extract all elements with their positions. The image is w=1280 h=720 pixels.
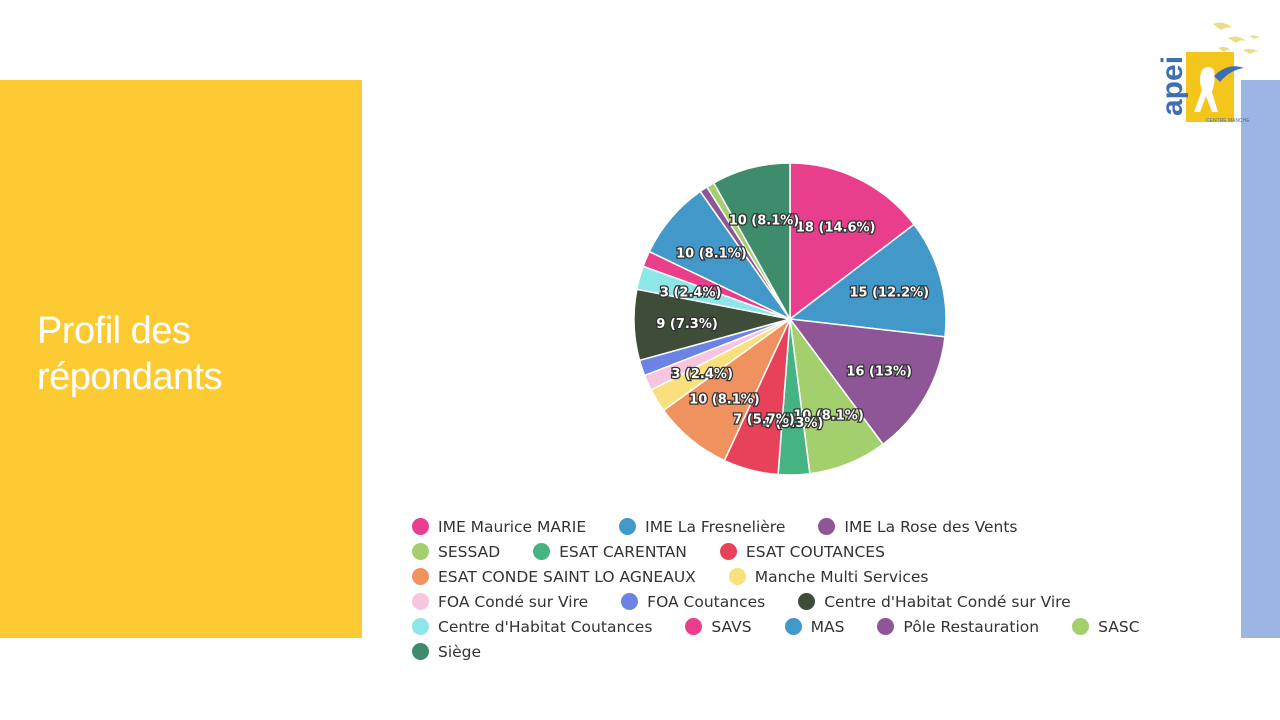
legend-item[interactable]: ESAT CONDE SAINT LO AGNEAUX <box>412 568 696 586</box>
pie-data-label-3: 10 (8.1%) <box>793 409 864 424</box>
legend-label: Manche Multi Services <box>754 567 929 586</box>
legend-label: ESAT CARENTAN <box>559 542 687 561</box>
legend-swatch-icon <box>728 568 746 585</box>
legend-label: ESAT COUTANCES <box>745 542 885 561</box>
slide-title-line-2: répondants <box>37 356 223 398</box>
legend-swatch-icon <box>412 568 429 585</box>
legend-label: Siège <box>438 642 482 661</box>
pie-slice-1 <box>788 223 947 338</box>
pie-data-label-8: 9 (7.3%) <box>656 317 718 332</box>
legend-swatch-icon <box>685 618 703 635</box>
legend-label: Pôle Restauration <box>903 617 1040 636</box>
legend-label: SESSAD <box>438 542 501 561</box>
pie-data-label-2: 16 (13%) <box>846 365 912 380</box>
legend-swatch-icon <box>818 518 836 535</box>
legend-row-1: SESSAD ESAT CARENTAN ESAT COUTANCES <box>412 539 1212 564</box>
legend-row-0: IME Maurice MARIE IME La Fresnelière IME L… <box>412 514 1212 539</box>
pie-data-label-5: 7 (5.7%) <box>733 413 795 428</box>
pie-data-label-7: 3 (2.4%) <box>671 367 733 382</box>
pie-slices <box>633 162 947 476</box>
legend-swatch-icon <box>412 593 429 610</box>
accent-bar <box>1241 80 1280 638</box>
legend-item[interactable]: IME La Rose des Vents <box>818 517 1018 536</box>
legend-swatch-icon <box>412 643 429 660</box>
logo-subtitle: CENTRE MANCHE <box>1206 118 1250 124</box>
apei-logo: apei CENTRE MANCHE <box>1158 22 1260 124</box>
logo-figure-icon <box>1194 67 1218 112</box>
legend-item[interactable]: FOA Coutances <box>621 593 765 611</box>
legend-item[interactable]: ESAT CARENTAN <box>533 543 687 561</box>
legend-label: SASC <box>1098 617 1140 636</box>
pie-data-label-10: 10 (8.1%) <box>676 246 747 261</box>
legend-item[interactable]: Manche Multi Services <box>728 567 929 586</box>
pie-data-label-0: 18 (14.6%) <box>796 221 876 236</box>
legend-item[interactable]: IME La Fresnelière <box>619 518 785 536</box>
slide-title-line-1: Profil des <box>37 310 191 352</box>
legend-swatch-icon <box>784 618 802 635</box>
legend-item[interactable]: SESSAD <box>412 543 500 561</box>
legend-swatch-icon <box>412 518 429 535</box>
legend-label: IME La Rose des Vents <box>844 517 1018 536</box>
legend-item[interactable]: Siège <box>412 643 481 661</box>
pie-data-label-4: 4 (3.3%) <box>762 416 824 431</box>
legend-label: Centre d'Habitat Condé sur Vire <box>824 592 1071 611</box>
legend-item[interactable]: MAS <box>784 617 845 636</box>
legend-item[interactable]: SAVS <box>685 617 752 636</box>
legend-label: ESAT CONDE SAINT LO AGNEAUX <box>438 567 696 586</box>
legend-item[interactable]: FOA Condé sur Vire <box>412 593 588 611</box>
legend-swatch-icon <box>719 543 737 560</box>
legend-swatch-icon <box>619 518 637 535</box>
pie-slice-16 <box>712 162 791 322</box>
pie-slice-0 <box>789 162 916 321</box>
legend-label: Centre d'Habitat Coutances <box>438 617 653 636</box>
pie-data-label-1: 15 (12.2%) <box>850 286 930 301</box>
pie-data-label-11: 10 (8.1%) <box>729 213 800 228</box>
legend-label: FOA Coutances <box>647 592 766 611</box>
legend-item[interactable]: Centre d'Habitat Condé sur Vire <box>798 593 1071 611</box>
legend-label: IME La Fresnelière <box>645 517 786 536</box>
legend-item[interactable]: IME Maurice MARIE <box>412 518 586 536</box>
title-panel <box>0 80 362 638</box>
slide-title: Profil des répondants <box>37 308 337 400</box>
legend-label: IME Maurice MARIE <box>438 517 587 536</box>
legend-item[interactable]: ESAT COUTANCES <box>719 542 885 561</box>
logo-birds-icon <box>1213 22 1260 54</box>
legend-swatch-icon <box>877 618 895 635</box>
pie-data-labels: 18 (14.6%)15 (12.2%)16 (13%)10 (8.1%)4 (… <box>655 212 930 432</box>
legend-swatch-icon <box>621 593 639 610</box>
legend-row-4: Centre d'Habitat Coutances SAVS MAS Pôle Re… <box>412 614 1212 639</box>
pie-data-label-6: 10 (8.1%) <box>689 392 760 407</box>
chart-legend: IME Maurice MARIE IME La Fresnelière IME L… <box>412 514 1212 664</box>
pie-data-label-9: 3 (2.4%) <box>660 286 722 301</box>
legend-row-2: ESAT CONDE SAINT LO AGNEAUX Manche Multi … <box>412 564 1212 589</box>
legend-item[interactable]: SASC <box>1072 617 1140 636</box>
logo-wordmark: apei <box>1158 56 1189 116</box>
pie-slice-2 <box>788 318 946 446</box>
legend-swatch-icon <box>533 543 551 560</box>
legend-label: MAS <box>810 617 845 636</box>
legend-label: FOA Condé sur Vire <box>438 592 589 611</box>
legend-row-5: Siège <box>412 639 1212 664</box>
legend-item[interactable]: Pôle Restauration <box>877 618 1039 636</box>
legend-swatch-icon <box>412 543 429 560</box>
legend-row-3: FOA Condé sur Vire FOA Coutances Centre d'… <box>412 589 1212 614</box>
legend-swatch-icon <box>798 593 816 610</box>
legend-label: SAVS <box>711 617 752 636</box>
legend-swatch-icon <box>1072 618 1090 635</box>
legend-item[interactable]: Centre d'Habitat Coutances <box>412 618 652 636</box>
legend-swatch-icon <box>412 618 429 635</box>
